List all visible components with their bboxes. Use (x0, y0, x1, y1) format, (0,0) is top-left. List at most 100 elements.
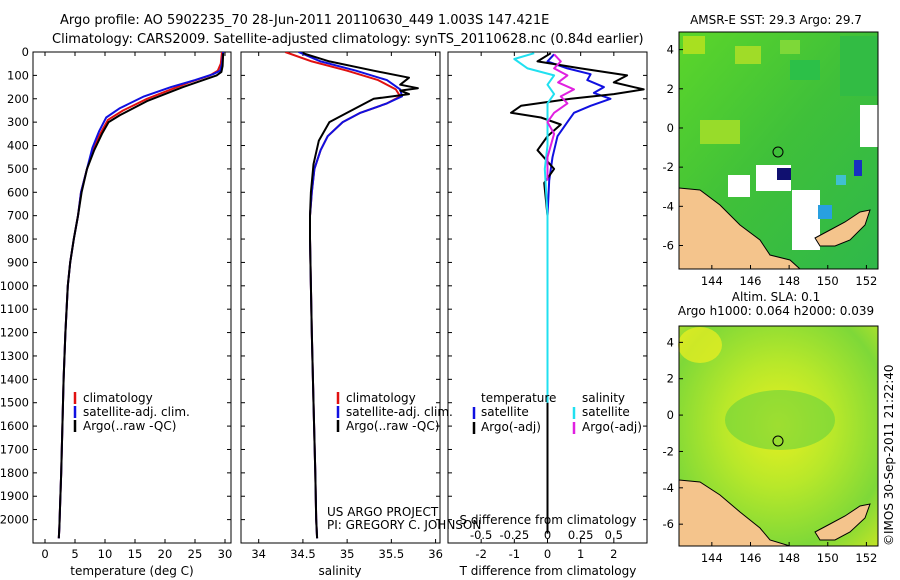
map-x-tick-label: 148 (778, 274, 800, 288)
depth-tick-label: 1800 (0, 466, 29, 480)
difference-series-group (510, 52, 645, 534)
sla-map-frame (678, 325, 879, 547)
s-tick-label: 0.25 (568, 528, 594, 542)
legend-label-t-argo: Argo(-adj) (481, 420, 541, 434)
sst-map-island (814, 209, 871, 247)
salinity-plot-frame (240, 51, 441, 544)
s-tick-label: 0.5 (605, 528, 623, 542)
x-tick-label: 36 (428, 547, 443, 561)
series-line-salinity-satellite (513, 52, 556, 403)
header-line-1: Argo profile: AO 5902235_70 28-Jun-2011 … (60, 13, 549, 28)
depth-tick-label: 600 (7, 185, 29, 199)
series-line-argo-raw-qc- (302, 52, 419, 539)
depth-tick-label: 1300 (0, 349, 29, 363)
series-line-salinity-argo-adj- (546, 53, 575, 181)
legend-title-temperature: temperature (481, 391, 556, 405)
series-line-climatology (284, 52, 402, 539)
legend-label-s-satellite: satellite (582, 405, 630, 419)
x-tick-label: 30 (218, 547, 233, 561)
depth-tick-label: 1200 (0, 326, 29, 340)
legend-label: satellite-adj. clim. (346, 405, 453, 419)
project-annotation: US ARGO PROJECT (327, 505, 439, 519)
depth-tick-label: 700 (7, 209, 29, 223)
salinity-ticks: 34 34.5 35 35.5 36 (241, 51, 443, 561)
map-x-tick-label: 146 (740, 551, 762, 565)
series-line-satellite-adj-clim- (57, 52, 225, 539)
temperature-xlabel: temperature (deg C) (70, 564, 193, 578)
depth-tick-label: 1400 (0, 372, 29, 386)
map-x-tick-label: 144 (701, 551, 723, 565)
depth-tick-label: 800 (7, 232, 29, 246)
sla-map-blob-2 (678, 327, 722, 363)
legend-label: Argo(..raw -QC) (83, 419, 176, 433)
sla-map-blob (725, 390, 835, 450)
depth-tick-label: 900 (7, 255, 29, 269)
t-difference-xlabel: T difference from climatology (459, 564, 637, 578)
x-tick-label: 10 (98, 547, 113, 561)
map-y-tick-label: 2 (667, 372, 674, 386)
map-y-tick-label: 2 (667, 82, 674, 96)
sla-map-island (814, 503, 871, 541)
map-y-tick-label: -4 (663, 199, 674, 213)
map-y-tick-label: -2 (663, 444, 674, 458)
s-tick-label: -0.5 (470, 528, 492, 542)
x-tick-label: 2 (610, 547, 617, 561)
depth-tick-label: 1100 (0, 302, 29, 316)
x-tick-label: 15 (128, 547, 143, 561)
map-y-tick-label: 0 (667, 408, 674, 422)
legend-label: Argo(..raw -QC) (346, 419, 439, 433)
imos-stamp: ©IMOS 30-Sep-2011 21:22:40 (882, 364, 896, 546)
legend-title-salinity: salinity (582, 391, 625, 405)
map-y-tick-label: -2 (663, 160, 674, 174)
temperature-plot-frame (32, 51, 232, 544)
depth-tick-label: 300 (7, 115, 29, 129)
sla-map-panel: Altim. SLA: 0.1 Argo h1000: 0.064 h2000:… (663, 290, 879, 565)
sst-map-patches (683, 36, 878, 269)
depth-tick-label: 400 (7, 139, 29, 153)
depth-tick-label: 0 (22, 45, 29, 59)
legend-label: climatology (346, 391, 416, 405)
sst-map-title: AMSR-E SST: 29.3 Argo: 29.7 (690, 13, 862, 27)
map-x-tick-label: 150 (817, 551, 839, 565)
series-line-argo-raw-qc- (57, 53, 225, 539)
series-line-satellite-adj-clim- (298, 52, 403, 539)
depth-tick-label: 500 (7, 162, 29, 176)
depth-tick-label: 1600 (0, 419, 29, 433)
map-y-tick-label: 4 (667, 335, 674, 349)
map-x-tick-label: 152 (855, 274, 877, 288)
salinity-panel: 34 34.5 35 35.5 36 salinity climatologysatel… (240, 51, 481, 578)
map-y-tick-label: -6 (663, 238, 674, 252)
pi-annotation: PI: GREGORY C. JOHNSON (327, 518, 481, 532)
sla-map-axes: 144 146 148 150 152 4 2 0 -2 -4 -6 (663, 335, 878, 565)
header-line-2: Climatology: CARS2009. Satellite-adjuste… (52, 32, 644, 47)
map-x-tick-label: 152 (855, 551, 877, 565)
x-tick-label: 25 (188, 547, 203, 561)
sst-map-panel: AMSR-E SST: 29.3 Argo: 29.7 144 146 148 150… (663, 13, 879, 288)
map-x-tick-label: 146 (740, 274, 762, 288)
legend-label: satellite-adj. clim. (83, 405, 190, 419)
difference-panel: -2 -1 0 1 2 -0.5 -0.25 0 0.25 0.5 S difference fr… (447, 51, 648, 578)
series-line-climatology (57, 52, 223, 539)
x-tick-label: 34.5 (290, 547, 316, 561)
sla-argo-location-marker (772, 435, 784, 447)
map-x-tick-label: 148 (778, 551, 800, 565)
sst-map-axes: 144 146 148 150 152 4 2 0 -2 -4 -6 (663, 43, 878, 288)
sla-map-title-2: Argo h1000: 0.064 h2000: 0.039 (678, 304, 874, 318)
x-tick-label: 0 (544, 547, 551, 561)
salinity-xlabel: salinity (318, 564, 361, 578)
map-y-tick-label: -6 (663, 517, 674, 531)
x-tick-label: -1 (509, 547, 520, 561)
temperature-ticks: 0 5 10 15 20 25 30 (33, 51, 233, 561)
x-tick-label: 35.5 (379, 547, 405, 561)
map-x-tick-label: 150 (817, 274, 839, 288)
difference-legend: temperature salinity satellite Argo(-adj… (472, 391, 642, 434)
map-y-tick-label: 4 (667, 43, 674, 57)
depth-tick-label: 200 (7, 92, 29, 106)
map-y-tick-label: 0 (667, 121, 674, 135)
sla-map-title-1: Altim. SLA: 0.1 (732, 290, 820, 304)
temperature-panel: 0100200300400500600700800900100011001200… (0, 45, 232, 578)
depth-tick-label: 100 (7, 68, 29, 82)
x-tick-label: 0 (41, 547, 48, 561)
